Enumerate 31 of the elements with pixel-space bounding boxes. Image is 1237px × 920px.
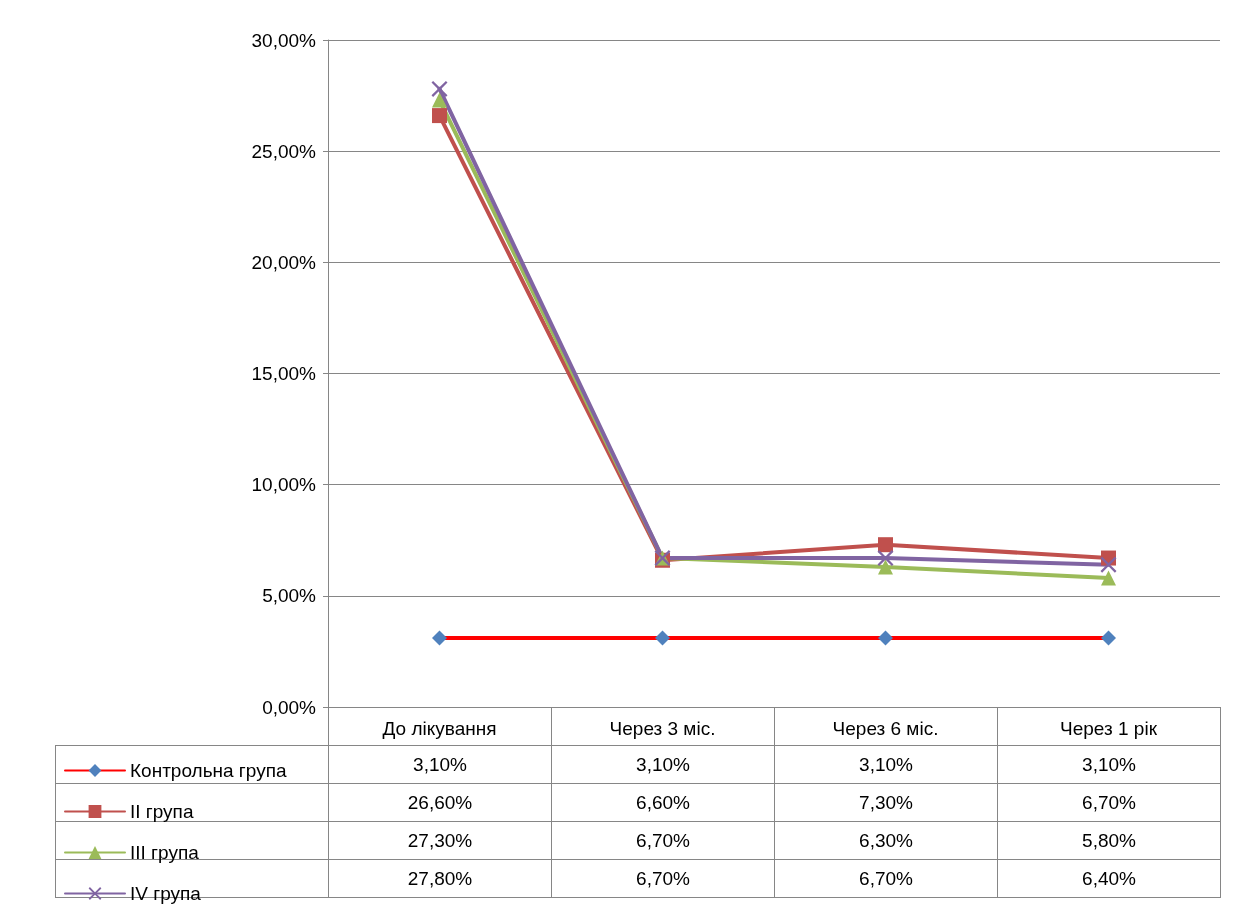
x-tick-label: Через 3 міс. [609,718,716,739]
x-tick-label: Через 1 рік [1060,718,1158,739]
data-label: 6,30% [774,821,998,860]
data-label: 6,70% [774,859,998,898]
data-label: 6,70% [551,859,775,898]
y-tick-label: 15,00% [251,363,317,384]
y-tick-label: 0,00% [262,696,317,718]
data-label: 27,80% [328,859,552,898]
data-label: 6,70% [551,821,775,860]
legend-label: II група [130,801,194,822]
y-tick-label: 25,00% [251,140,317,162]
data-label: 7,30% [774,783,998,822]
data-label: 27,30% [328,821,552,860]
data-label: 3,10% [997,745,1221,784]
x-tick-label: Через 6 міс. [832,718,939,739]
data-label: 3,10% [551,745,775,784]
y-tick-label: 10,00% [251,474,317,496]
data-label: 6,70% [997,783,1221,822]
data-label: 5,80% [997,821,1221,860]
x-tick-label: До лікування [382,718,497,739]
data-label: 26,60% [328,783,552,822]
data-label: 3,10% [774,745,998,784]
legend-label: III група [130,842,200,863]
y-tick-label: 30,00% [251,29,317,51]
y-tick-label: 20,00% [251,251,317,273]
legend-label: Контрольна група [130,760,287,781]
data-label: 3,10% [328,745,552,784]
data-label: 6,40% [997,859,1221,898]
data-label: 6,60% [551,783,775,822]
legend-label: IV група [130,883,202,904]
y-tick-label: 5,00% [262,585,317,607]
